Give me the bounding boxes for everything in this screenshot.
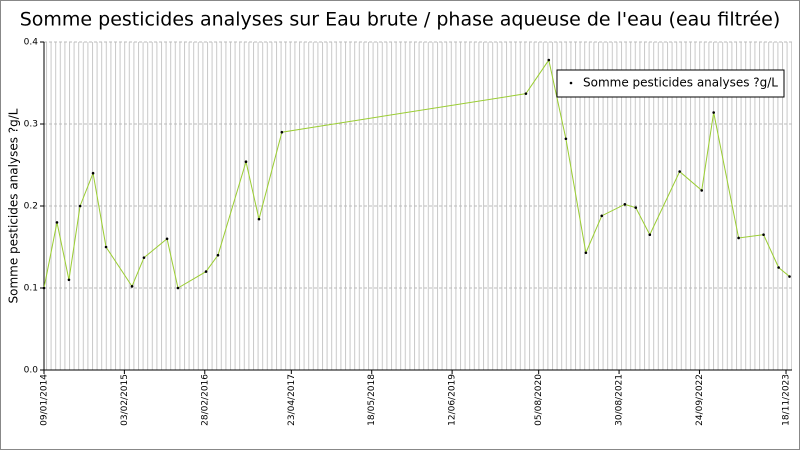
data-line (43, 58, 790, 289)
data-point (216, 253, 220, 257)
data-point (244, 160, 248, 164)
data-point (257, 217, 261, 221)
data-point (130, 285, 134, 288)
x-tick-label: 18/11/2023 (782, 374, 792, 426)
data-point (280, 130, 284, 134)
data-point (42, 286, 46, 290)
data-point (777, 266, 780, 269)
x-tick-label: 03/02/2015 (120, 374, 130, 426)
y-axis-label: Somme pesticides analyses ?g/L (7, 108, 21, 303)
data-point (648, 233, 652, 236)
data-point (700, 189, 704, 192)
y-tick-label: 0.1 (24, 284, 38, 294)
x-tick-label: 30/08/2021 (615, 374, 625, 426)
data-point (634, 206, 638, 209)
data-point (176, 286, 180, 290)
data-point (712, 111, 715, 114)
data-point (142, 256, 146, 259)
x-tick-label: 24/09/2022 (695, 374, 705, 426)
data-point (788, 275, 791, 278)
legend-box (556, 69, 785, 98)
data-point (67, 278, 71, 282)
x-tick-label: 18/05/2018 (367, 374, 377, 426)
y-tick-label: 0.3 (24, 120, 38, 130)
x-tick-label: 23/04/2017 (287, 374, 297, 426)
legend-marker (569, 81, 573, 85)
data-point (584, 251, 588, 255)
legend-label: Somme pesticides analyses ?g/L (583, 76, 778, 90)
data-point (204, 270, 208, 273)
data-point (91, 171, 95, 175)
data-point (55, 221, 59, 224)
chart-title: Somme pesticides analyses sur Eau brute … (20, 9, 781, 31)
data-point (524, 92, 528, 95)
data-point (600, 214, 604, 218)
data-point (165, 237, 169, 241)
data-point (737, 236, 740, 240)
y-tick-label: 0.4 (24, 38, 39, 48)
data-point (564, 137, 568, 141)
x-tick-label: 05/08/2020 (534, 374, 544, 426)
data-point (104, 245, 108, 249)
data-point (547, 58, 551, 62)
data-point (78, 204, 82, 208)
y-tick-label: 0.2 (24, 202, 38, 212)
data-point (678, 170, 681, 173)
x-tick-label: 28/02/2016 (200, 374, 210, 426)
x-tick-label: 12/06/2019 (448, 374, 458, 426)
y-tick-label: 0.0 (24, 366, 39, 376)
data-point (762, 233, 765, 236)
data-point (623, 203, 627, 206)
x-tick-label: 09/01/2014 (40, 374, 50, 426)
